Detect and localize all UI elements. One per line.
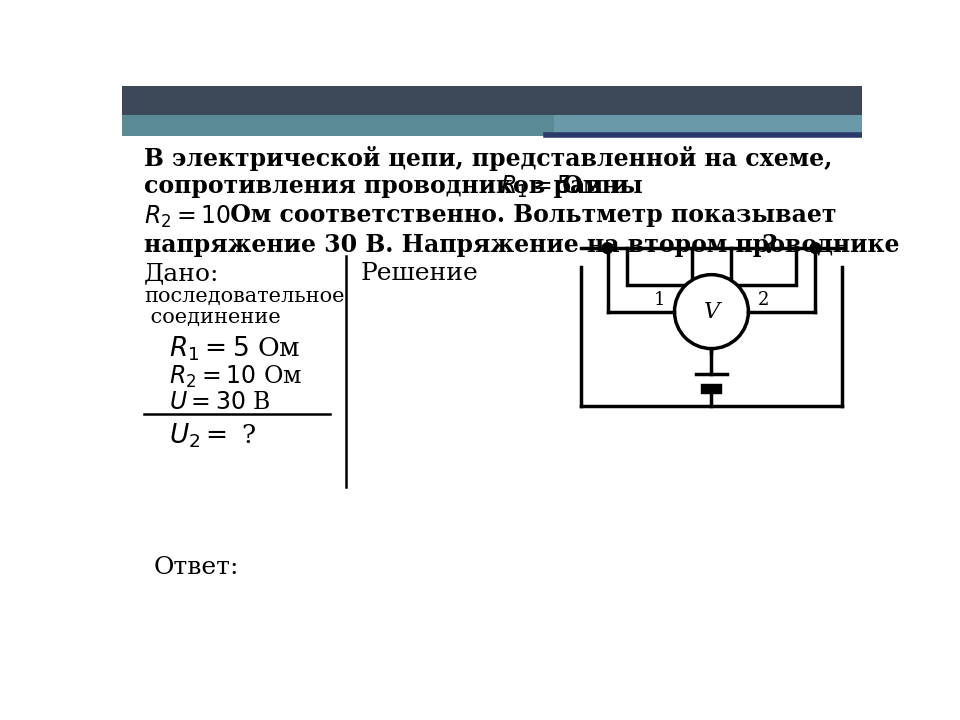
Bar (731, 248, 796, 285)
Text: Решение: Решение (361, 262, 479, 285)
Text: В электрической цепи, представленной на схеме,: В электрической цепи, представленной на … (144, 145, 832, 171)
Bar (627, 248, 692, 285)
Text: Ом соответственно. Вольтметр показывает: Ом соответственно. Вольтметр показывает (223, 204, 837, 228)
Text: напряжение 30 В. Напряжение на втором проводнике: напряжение 30 В. Напряжение на втором пр… (144, 233, 900, 257)
Circle shape (810, 243, 821, 253)
Text: Ом и: Ом и (554, 174, 629, 198)
Text: 2: 2 (757, 291, 769, 309)
Bar (123, 86, 861, 117)
Text: $R_1 = 5$: $R_1 = 5$ (500, 174, 571, 200)
Text: соединение: соединение (144, 308, 280, 327)
Text: $R_2 = 10$ Ом: $R_2 = 10$ Ом (169, 364, 301, 390)
Text: Ответ:: Ответ: (154, 556, 239, 579)
Text: $U = 30$ В: $U = 30$ В (169, 390, 271, 413)
Bar (554, 115, 861, 137)
Text: $R_2 = 10$: $R_2 = 10$ (144, 204, 231, 230)
Text: ?: ? (761, 233, 777, 258)
Circle shape (675, 274, 749, 348)
Text: $R_1 = 5$ Ом: $R_1 = 5$ Ом (169, 334, 300, 363)
Text: V: V (704, 301, 719, 323)
Text: Дано:: Дано: (144, 262, 220, 285)
Bar (123, 115, 554, 137)
Text: последовательное: последовательное (144, 287, 345, 305)
Circle shape (602, 243, 612, 253)
Text: сопротивления проводников равны: сопротивления проводников равны (144, 174, 651, 198)
Text: 1: 1 (654, 291, 665, 309)
Text: $U_2 = $ ?: $U_2 = $ ? (169, 421, 256, 450)
